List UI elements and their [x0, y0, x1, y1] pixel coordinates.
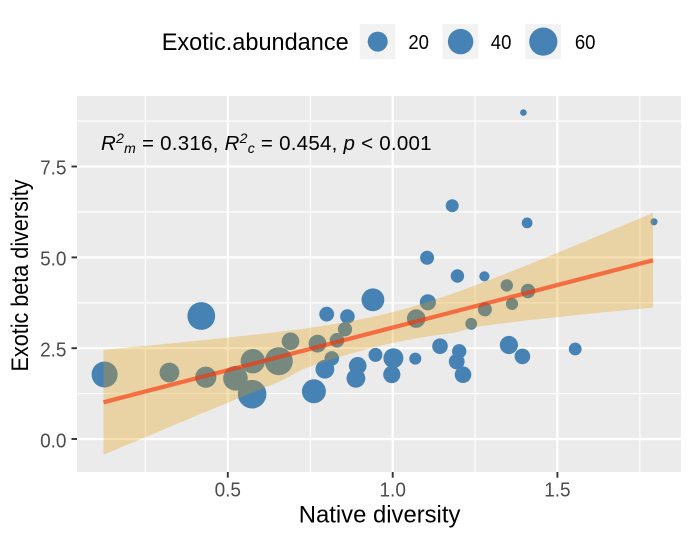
- svg-text:5.0: 5.0: [40, 247, 66, 270]
- svg-text:7.5: 7.5: [40, 156, 66, 179]
- svg-text:Exotic.abundance: Exotic.abundance: [162, 29, 349, 56]
- svg-text:Native diversity: Native diversity: [299, 502, 461, 529]
- svg-text:2.5: 2.5: [40, 338, 66, 361]
- svg-text:R2m = 0.316, R2c = 0.454, p <: R2m = 0.316, R2c = 0.454, p < 0.001: [101, 130, 432, 156]
- svg-text:1.5: 1.5: [544, 479, 570, 502]
- svg-text:0.0: 0.0: [40, 429, 66, 452]
- svg-text:60: 60: [575, 31, 596, 54]
- svg-text:20: 20: [408, 31, 429, 54]
- svg-text:40: 40: [491, 31, 512, 54]
- svg-text:Exotic beta diversity: Exotic beta diversity: [7, 179, 34, 372]
- svg-text:1.0: 1.0: [380, 479, 406, 502]
- svg-text:0.5: 0.5: [215, 479, 241, 502]
